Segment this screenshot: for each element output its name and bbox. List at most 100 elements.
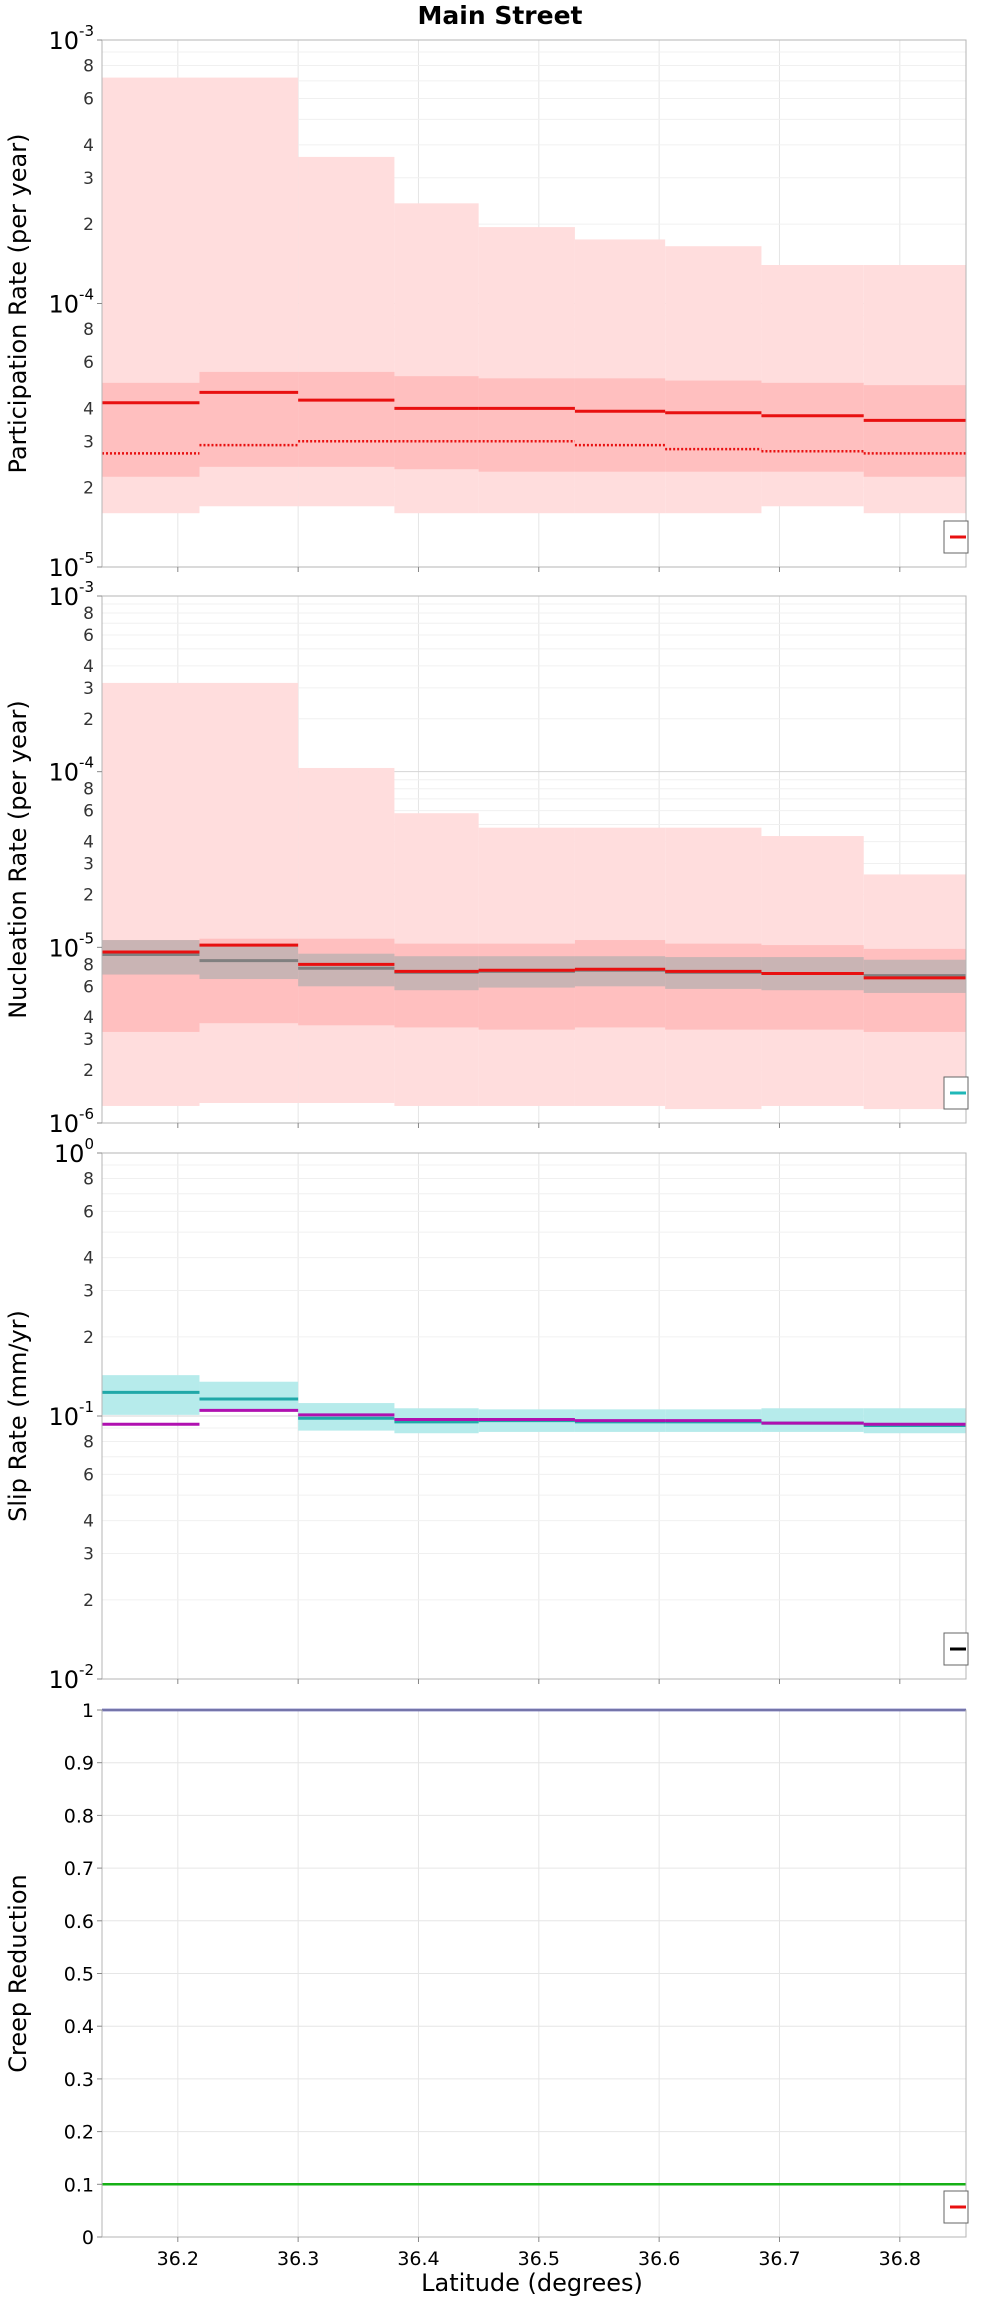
x-tick-label: 36.2 bbox=[157, 2248, 199, 2270]
plot-frame bbox=[101, 595, 967, 1124]
confidence-band-segment bbox=[863, 1408, 966, 1434]
y-tick-label: 0.9 bbox=[64, 1753, 94, 1775]
confidence-band-segment bbox=[574, 239, 666, 514]
y-tick-minor-label: 4 bbox=[83, 657, 94, 677]
y-tick-minor-label: 4 bbox=[83, 833, 94, 853]
y-tick-label: 10-5 bbox=[48, 929, 94, 962]
confidence-band-segment bbox=[102, 682, 200, 1106]
y-tick-base: 10 bbox=[48, 1403, 79, 1431]
y-tick-label: 10-4 bbox=[48, 754, 94, 787]
y-tick-minor-label: 8 bbox=[83, 604, 94, 624]
confidence-band-segment bbox=[478, 378, 575, 472]
y-tick-minor-label: 6 bbox=[83, 1465, 94, 1485]
legend bbox=[943, 520, 969, 554]
y-tick-base: 10 bbox=[48, 1110, 79, 1138]
x-tick-label: 36.6 bbox=[638, 2248, 680, 2270]
confidence-band-segment bbox=[863, 385, 966, 477]
y-tick-minor-label: 2 bbox=[83, 1061, 94, 1081]
y-tick-minor-label: 4 bbox=[83, 399, 94, 419]
y-tick-base: 10 bbox=[48, 554, 79, 582]
y-tick-label: 0.7 bbox=[64, 1858, 94, 1880]
bands bbox=[102, 682, 966, 1110]
confidence-band-segment bbox=[102, 1375, 200, 1415]
confidence-band-segment bbox=[298, 767, 395, 1103]
confidence-band-segment bbox=[102, 382, 200, 477]
y-tick-minor-label: 3 bbox=[83, 432, 94, 452]
y-tick-minor-label: 4 bbox=[83, 1249, 94, 1269]
y-tick-minor-label: 3 bbox=[83, 1030, 94, 1050]
y-tick-minor-label: 4 bbox=[83, 1512, 94, 1532]
y-tick-minor-label: 3 bbox=[83, 679, 94, 699]
y-ticks: 0 0.1 0.2 0.3 0.4 0.5 0.6 0.7 0.8 0.9 1 bbox=[64, 1700, 102, 2249]
confidence-band-segment bbox=[761, 382, 864, 472]
confidence-band-segment bbox=[665, 380, 762, 472]
chart-title: Main Street bbox=[418, 1, 583, 30]
y-tick-exponent: -3 bbox=[79, 578, 94, 596]
grid bbox=[102, 1709, 966, 2238]
y-tick-minor-label: 3 bbox=[83, 1545, 94, 1565]
y-tick-label: 10-5 bbox=[48, 549, 94, 582]
y-tick-label: 0.2 bbox=[64, 2122, 94, 2144]
confidence-band-segment bbox=[665, 246, 762, 514]
legend bbox=[943, 1076, 969, 1110]
y-tick-minor-label: 2 bbox=[83, 1591, 94, 1611]
panel-creep: 00.10.20.30.40.50.60.70.80.91 36.2 36.3 36… bbox=[4, 1700, 969, 2270]
y-tick-label: 10-6 bbox=[48, 1105, 94, 1138]
y-axis-label: Nucleation Rate (per year) bbox=[4, 700, 32, 1019]
y-tick-minor-label: 3 bbox=[83, 169, 94, 189]
y-tick-minor-label: 2 bbox=[83, 1328, 94, 1348]
x-tick-label: 36.8 bbox=[879, 2248, 921, 2270]
y-tick-label: 0.3 bbox=[64, 2069, 94, 2091]
series bbox=[102, 390, 966, 455]
y-axis-label: Creep Reduction bbox=[4, 1874, 32, 2072]
y-tick-base: 10 bbox=[48, 583, 79, 611]
x-ticks bbox=[177, 1679, 901, 1684]
confidence-band-segment bbox=[761, 1408, 864, 1432]
y-tick-minor-label: 3 bbox=[83, 1282, 94, 1302]
y-tick-base: 10 bbox=[48, 934, 79, 962]
y-tick-exponent: -2 bbox=[79, 1661, 94, 1679]
y-tick-minor-label: 3 bbox=[83, 855, 94, 875]
y-tick-exponent: -4 bbox=[79, 754, 94, 772]
y-tick-exponent: -3 bbox=[79, 22, 94, 40]
y-tick-exponent: -5 bbox=[79, 549, 94, 567]
y-tick-exponent: -5 bbox=[79, 929, 94, 947]
y-tick-minor-label: 8 bbox=[83, 57, 94, 77]
y-tick-base: 10 bbox=[48, 759, 79, 787]
y-tick-minor-label: 2 bbox=[83, 710, 94, 730]
y-tick-minor-label: 8 bbox=[83, 955, 94, 975]
y-tick-label: 10-1 bbox=[48, 1398, 94, 1431]
y-tick-exponent: -6 bbox=[79, 1105, 94, 1123]
y-tick-minor-label: 8 bbox=[83, 780, 94, 800]
y-tick-label: 0.1 bbox=[64, 2174, 94, 2196]
confidence-band-segment bbox=[199, 371, 299, 467]
y-tick-base: 10 bbox=[48, 1666, 79, 1694]
bands bbox=[102, 77, 966, 514]
y-tick-minor-label: 8 bbox=[83, 1432, 94, 1452]
y-tick-base: 10 bbox=[54, 1140, 85, 1168]
x-tick-label: 36.5 bbox=[518, 2248, 560, 2270]
x-axis-label: Latitude (degrees) bbox=[421, 2269, 643, 2297]
x-tick-label: 36.4 bbox=[397, 2248, 439, 2270]
y-tick-label: 0.5 bbox=[64, 1964, 94, 1986]
confidence-band-segment bbox=[574, 378, 666, 472]
y-tick-label: 10-3 bbox=[48, 578, 94, 611]
y-tick-minor-label: 2 bbox=[83, 215, 94, 235]
x-ticks: 36.2 36.3 36.4 36.5 36.6 36.7 36.8 bbox=[157, 2237, 921, 2270]
x-ticks bbox=[177, 1123, 901, 1128]
y-tick-minor-label: 6 bbox=[83, 89, 94, 109]
y-tick-exponent: 0 bbox=[84, 1135, 94, 1153]
y-tick-minor-label: 6 bbox=[83, 802, 94, 822]
legend bbox=[943, 2190, 969, 2224]
y-tick-minor-label: 4 bbox=[83, 136, 94, 156]
series bbox=[102, 1390, 966, 1428]
y-tick-minor-label: 4 bbox=[83, 1008, 94, 1028]
x-tick-label: 36.7 bbox=[758, 2248, 800, 2270]
y-tick-minor-label: 8 bbox=[83, 1169, 94, 1189]
y-tick-minor-label: 6 bbox=[83, 353, 94, 373]
y-tick-minor-label: 6 bbox=[83, 1202, 94, 1222]
